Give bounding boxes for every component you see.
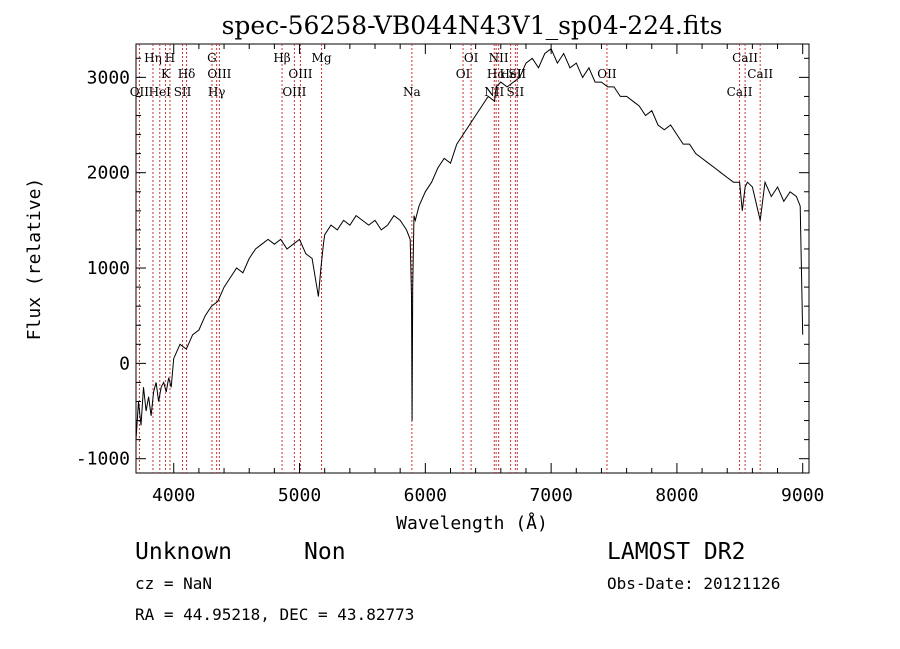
line-marker-label: SII	[174, 85, 192, 99]
y-tick-label: 0	[119, 353, 130, 374]
x-axis-label: Wavelength (Å)	[396, 512, 548, 534]
y-tick-label: -1000	[76, 449, 130, 470]
plot-frame	[135, 43, 810, 474]
y-tick-label: 2000	[87, 163, 130, 184]
line-marker-label: CaII	[747, 67, 773, 81]
line-marker-label: G	[207, 51, 217, 65]
line-marker-label: Hη	[144, 51, 162, 65]
line-marker-label: OII	[130, 85, 150, 99]
object-class: Unknown	[135, 539, 232, 565]
y-tick-label: 3000	[87, 67, 130, 88]
line-marker-label: SII	[507, 85, 525, 99]
line-marker-label: OIII	[288, 67, 312, 81]
redshift-cz: cz = NaN	[135, 574, 212, 593]
x-tick-label: 5000	[278, 485, 321, 506]
x-tick-label: 8000	[655, 485, 698, 506]
line-marker-label: OIII	[207, 67, 231, 81]
line-marker-label: Mg	[312, 51, 332, 65]
line-marker-label: CaII	[727, 85, 753, 99]
line-marker-label: HeI	[499, 67, 522, 81]
line-marker-label: OI	[464, 51, 479, 65]
object-subclass: Non	[304, 539, 346, 565]
line-marker-label: NII	[489, 51, 509, 65]
line-marker-label: SII	[508, 67, 526, 81]
x-tick-label: 4000	[152, 485, 195, 506]
line-marker-label: CaII	[732, 51, 758, 65]
line-marker-label: Hδ	[178, 67, 196, 81]
line-markers: OIIHηHeIKHSIIHδGHγOIIIHβOIIIOIIIMgNaOIOI…	[130, 44, 773, 473]
observation-date: Obs-Date: 20121126	[607, 574, 780, 593]
chart-title: spec-56258-VB044N43V1_sp04-224.fits	[222, 11, 723, 40]
line-marker-label: NII	[484, 85, 504, 99]
survey-name: LAMOST DR2	[607, 539, 745, 565]
line-marker-label: OI	[456, 67, 471, 81]
y-axis-label: Flux (relative)	[24, 178, 45, 341]
line-marker-label: OII	[597, 67, 617, 81]
line-marker-label: OIII	[282, 85, 306, 99]
line-marker-label: Hγ	[208, 85, 226, 99]
x-tick-label: 9000	[781, 485, 824, 506]
line-marker-label: HeI	[149, 85, 172, 99]
x-tick-label: 6000	[404, 485, 447, 506]
y-tick-label: 1000	[87, 258, 130, 279]
line-marker-label: Na	[403, 85, 421, 99]
x-tick-label: 7000	[529, 485, 572, 506]
line-marker-label: Hα	[487, 67, 506, 81]
ra-dec: RA = 44.95218, DEC = 43.82773	[135, 605, 414, 624]
axis-ticks: 4000 5000 6000 7000 8000 9000 -1000 0 1000 2000 30…	[76, 44, 824, 506]
line-marker-label: K	[161, 67, 171, 81]
spectrum-line	[135, 48, 804, 440]
line-marker-label: H	[165, 51, 175, 65]
line-marker-label: Hβ	[273, 51, 290, 65]
